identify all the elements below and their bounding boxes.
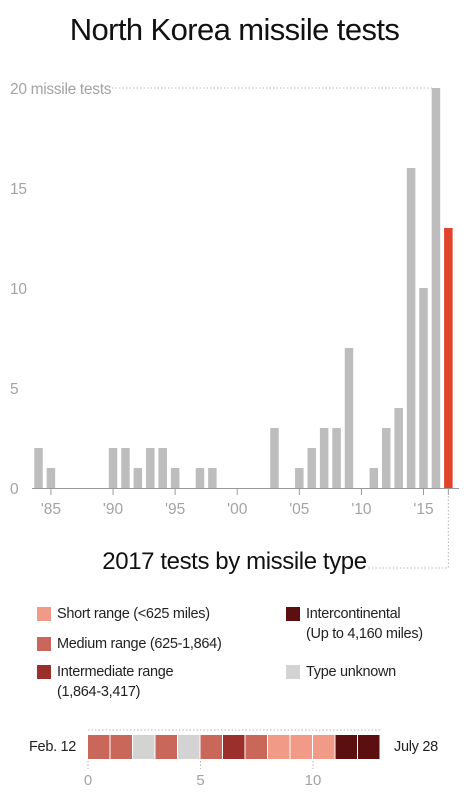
- chart-title: North Korea missile tests: [69, 12, 400, 47]
- bar-1984: [34, 448, 43, 488]
- x-tick-label: '10: [351, 501, 372, 518]
- chart-subtitle: 2017 tests by missile type: [102, 548, 367, 575]
- bar-1993: [146, 448, 155, 488]
- strip-tick-label: 0: [84, 772, 92, 789]
- legend-swatch-short: [37, 607, 51, 621]
- bar-2014: [406, 168, 416, 488]
- x-tick-label: '00: [227, 501, 248, 518]
- legend-swatch-medium: [37, 637, 51, 651]
- bar-1997: [195, 468, 205, 488]
- strip-cell-0: [88, 735, 110, 759]
- legend-label-intermediate-sub: (1,864-3,417): [57, 684, 141, 700]
- legend-swatch-unknown: [286, 665, 300, 679]
- strip-end-label: July 28: [394, 739, 438, 755]
- bar-1995: [170, 468, 180, 488]
- bar-2011: [369, 468, 379, 488]
- legend-label-icbm-sub: (Up to 4,160 miles): [306, 626, 423, 642]
- bar-2006: [307, 448, 316, 488]
- legend: Short range (<625 miles) Medium range (6…: [37, 604, 457, 714]
- legend-item-short: Short range (<625 miles): [37, 604, 210, 624]
- x-tick-label: '05: [289, 501, 309, 518]
- legend-label-unknown: Type unknown: [306, 664, 396, 680]
- y-tick-label: 10: [10, 281, 27, 298]
- strip-cell-8: [268, 735, 290, 759]
- bar-2003: [270, 428, 279, 488]
- bar-2007: [319, 428, 329, 488]
- strip-cell-7: [245, 735, 267, 759]
- x-tick-label: '15: [413, 501, 433, 518]
- bar-2013: [394, 408, 403, 488]
- bar-2017: [444, 228, 453, 488]
- x-tick-label: '95: [165, 501, 185, 518]
- bar-2012: [382, 428, 391, 488]
- bar-1991: [121, 448, 130, 488]
- y-tick-label: 5: [10, 381, 18, 398]
- strip-start-label: Feb. 12: [29, 739, 77, 755]
- legend-label-intermediate: Intermediate range (1,864-3,417): [57, 662, 174, 702]
- strip-tick-label: 5: [196, 772, 204, 789]
- legend-label-intermediate-main: Intermediate range: [57, 664, 174, 680]
- strip-cell-1: [110, 735, 132, 759]
- y-tick-label: 20 missile tests: [10, 81, 112, 98]
- legend-swatch-icbm: [286, 607, 300, 621]
- connector-2017: [367, 496, 449, 569]
- legend-label-icbm-main: Intercontinental: [306, 606, 401, 622]
- strip-cell-10: [313, 735, 335, 759]
- bar-2015: [419, 288, 428, 488]
- strip-cell-5: [200, 735, 222, 759]
- legend-swatch-intermediate: [37, 665, 51, 679]
- strip-tick-label: 10: [305, 772, 322, 789]
- strip-cell-2: [133, 735, 155, 759]
- y-tick-label: 0: [10, 481, 19, 498]
- x-tick-label: '90: [103, 501, 124, 518]
- strip-cell-3: [155, 735, 177, 759]
- strip-cell-9: [290, 735, 312, 759]
- y-tick-label: 15: [10, 181, 27, 198]
- strip-cell-6: [223, 735, 245, 759]
- legend-label-medium: Medium range (625-1,864): [57, 636, 222, 652]
- strip-cell-11: [335, 735, 357, 759]
- bar-1985: [46, 468, 56, 488]
- bar-2016: [431, 88, 441, 488]
- legend-label-icbm: Intercontinental (Up to 4,160 miles): [306, 604, 423, 644]
- bar-1998: [208, 468, 217, 488]
- legend-item-unknown: Type unknown: [286, 662, 396, 682]
- strip-cell-12: [358, 735, 380, 759]
- x-tick-label: '85: [41, 501, 61, 518]
- bar-2008: [332, 428, 341, 488]
- bar-2009: [344, 348, 354, 488]
- bar-1990: [108, 448, 118, 488]
- legend-item-intermediate: Intermediate range (1,864-3,417): [37, 662, 174, 702]
- bar-1992: [133, 468, 143, 488]
- strip-cell-4: [178, 735, 200, 759]
- bar-1994: [158, 448, 167, 488]
- legend-item-medium: Medium range (625-1,864): [37, 634, 222, 654]
- bar-2005: [295, 468, 304, 488]
- legend-label-short: Short range (<625 miles): [57, 606, 210, 622]
- legend-item-icbm: Intercontinental (Up to 4,160 miles): [286, 604, 423, 644]
